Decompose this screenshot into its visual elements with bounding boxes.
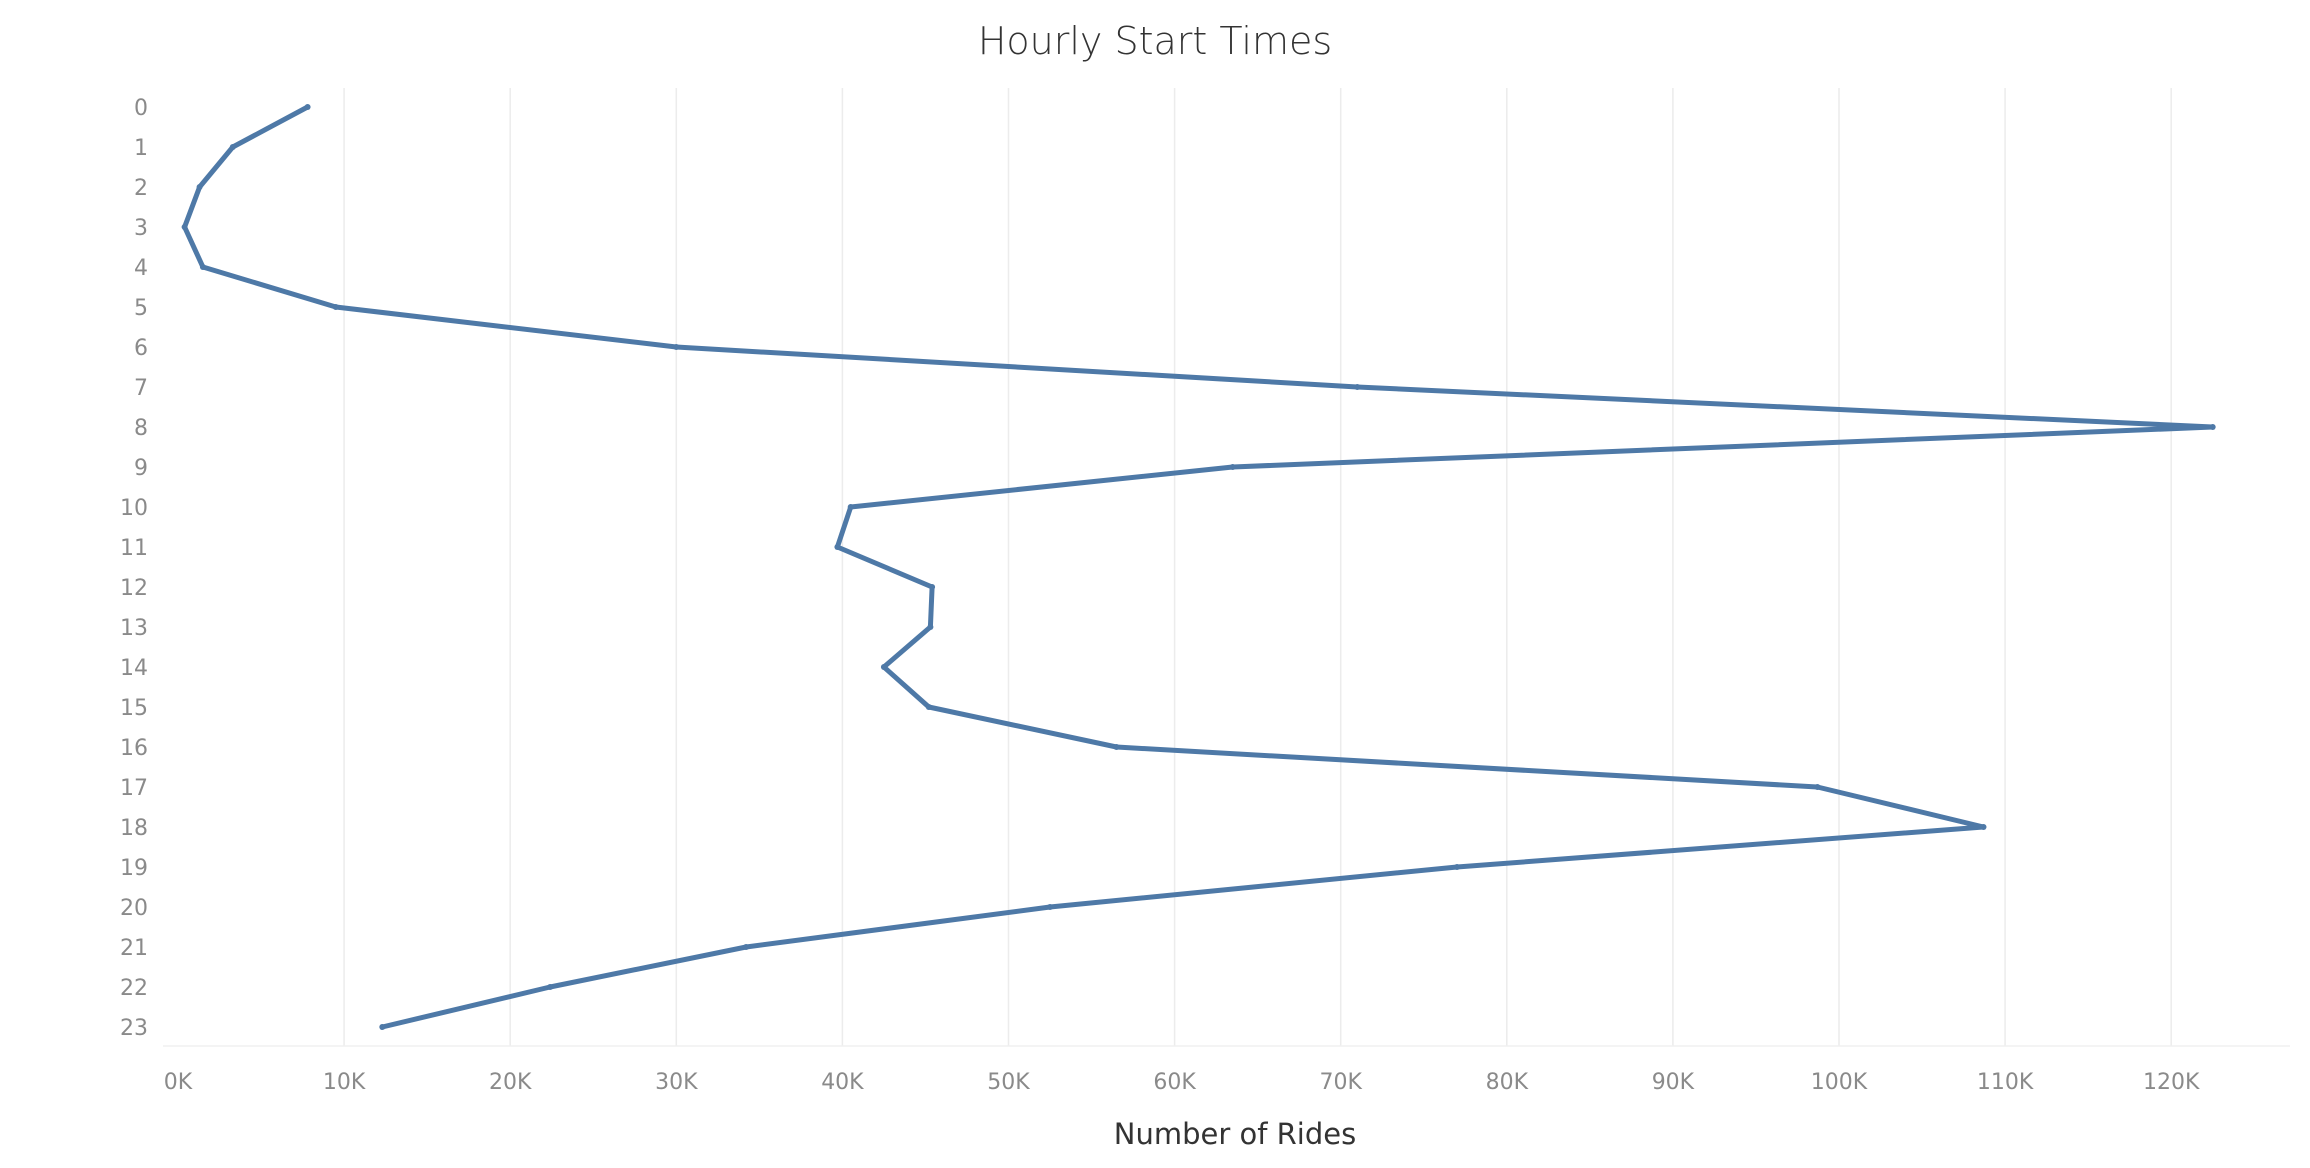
x-tick-label-7: 70K xyxy=(1319,1070,1362,1095)
x-tick-label-10: 100K xyxy=(1811,1070,1868,1095)
y-tick-label-11: 11 xyxy=(120,536,148,561)
y-tick-label-9: 9 xyxy=(134,456,148,481)
chart-title: Hourly Start Times xyxy=(978,19,1332,63)
data-point-hour-13 xyxy=(927,624,934,630)
x-axis-title: Number of Rides xyxy=(1114,1117,1356,1151)
data-point-hour-3 xyxy=(181,224,188,230)
data-point-hour-20 xyxy=(1047,904,1053,910)
x-tick-label-5: 50K xyxy=(987,1070,1030,1095)
y-tick-label-23: 23 xyxy=(120,1016,148,1041)
data-point-hour-6 xyxy=(673,344,680,350)
x-tick-label-11: 110K xyxy=(1977,1070,2034,1095)
y-tick-label-0: 0 xyxy=(134,96,148,121)
y-tick-label-20: 20 xyxy=(120,896,148,921)
data-point-hour-9 xyxy=(1229,464,1236,470)
y-tick-label-21: 21 xyxy=(120,936,148,961)
x-axis-ticks: 0K 10K 20K 30K 40K 50K 60K 70K 80K 90K 100K 110K 120… xyxy=(164,1070,2200,1095)
y-tick-label-14: 14 xyxy=(120,656,148,681)
y-tick-label-8: 8 xyxy=(134,416,148,441)
data-point-hour-21 xyxy=(743,944,750,950)
y-tick-label-10: 10 xyxy=(120,496,148,521)
data-point-hour-17 xyxy=(1814,784,1821,790)
y-tick-label-18: 18 xyxy=(120,816,148,841)
y-tick-label-16: 16 xyxy=(120,736,148,761)
data-point-hour-23 xyxy=(379,1024,386,1030)
x-tick-label-8: 80K xyxy=(1486,1070,1529,1095)
data-point-hour-0 xyxy=(304,104,311,110)
data-point-hour-7 xyxy=(1354,384,1361,390)
x-tick-label-4: 40K xyxy=(821,1070,864,1095)
gridlines xyxy=(163,88,2290,1047)
y-tick-label-1: 1 xyxy=(134,136,148,161)
data-point-hour-5 xyxy=(332,304,339,310)
data-point-hour-14 xyxy=(880,664,887,670)
data-point-hour-12 xyxy=(929,584,936,590)
data-point-hour-22 xyxy=(547,984,554,990)
y-tick-label-12: 12 xyxy=(120,576,148,601)
y-tick-label-5: 5 xyxy=(134,296,148,321)
x-tick-label-12: 120K xyxy=(2143,1070,2200,1095)
data-point-hour-8 xyxy=(2209,424,2216,430)
data-point-hour-18 xyxy=(1980,824,1987,830)
y-tick-label-15: 15 xyxy=(120,696,148,721)
data-point-hour-1 xyxy=(229,144,236,150)
data-point-hour-11 xyxy=(834,544,841,550)
data-point-hour-15 xyxy=(925,704,932,710)
y-tick-label-19: 19 xyxy=(120,856,148,881)
y-tick-label-6: 6 xyxy=(134,336,148,361)
series-layer xyxy=(181,104,2216,1030)
y-tick-label-4: 4 xyxy=(134,256,148,281)
y-tick-label-7: 7 xyxy=(134,376,148,401)
x-tick-label-1: 10K xyxy=(323,1070,366,1095)
data-point-hour-10 xyxy=(847,504,854,510)
data-point-hour-2 xyxy=(196,184,203,190)
y-tick-label-3: 3 xyxy=(134,216,148,241)
series-line-0 xyxy=(182,104,2216,1030)
x-tick-label-2: 20K xyxy=(489,1070,532,1095)
x-tick-label-0: 0K xyxy=(164,1070,193,1095)
x-tick-label-3: 30K xyxy=(655,1070,698,1095)
y-tick-label-22: 22 xyxy=(120,976,148,1001)
x-tick-label-6: 60K xyxy=(1153,1070,1196,1095)
data-point-hour-4 xyxy=(199,264,206,270)
data-point-hour-19 xyxy=(1454,864,1460,870)
y-tick-label-17: 17 xyxy=(120,776,148,801)
x-tick-label-9: 90K xyxy=(1652,1070,1695,1095)
y-tick-label-2: 2 xyxy=(134,176,148,201)
data-point-hour-16 xyxy=(1113,744,1120,750)
y-tick-label-13: 13 xyxy=(120,616,148,641)
